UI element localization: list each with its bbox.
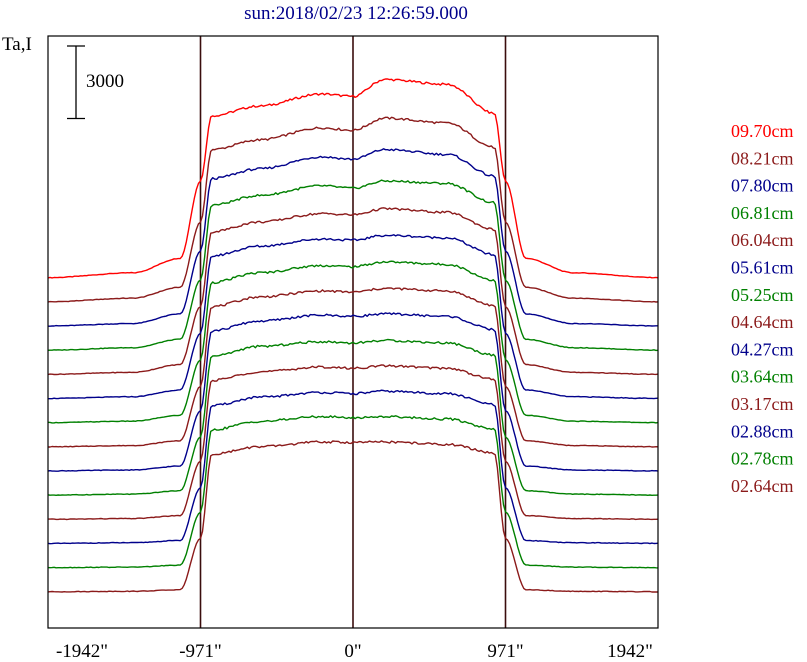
- legend: 09.70cm 08.21cm 07.80cm 06.81cm 06.04cm 05.61…: [731, 121, 794, 496]
- series-line-09.70cm: [47, 78, 659, 279]
- plot-frame: [47, 35, 659, 629]
- reference-lines: [199, 36, 507, 628]
- series-line-02.78cm: [47, 415, 659, 569]
- legend-entry: 08.21cm: [731, 148, 794, 168]
- legend-entry: 05.25cm: [731, 285, 794, 305]
- legend-entry: 07.80cm: [731, 176, 794, 196]
- series-lines: [47, 78, 659, 593]
- legend-entry: 06.81cm: [731, 203, 794, 223]
- series-line-05.61cm: [48, 234, 659, 400]
- legend-entry: 04.64cm: [731, 312, 794, 332]
- series-line-03.64cm: [47, 338, 659, 496]
- series-line-06.04cm: [47, 207, 659, 376]
- series-line-04.64cm: [48, 287, 659, 448]
- series-line-07.80cm: [48, 148, 658, 327]
- legend-entry: 03.64cm: [731, 367, 794, 387]
- legend-entry: 04.27cm: [731, 339, 794, 359]
- series-line-08.21cm: [47, 116, 659, 303]
- legend-entry: 03.17cm: [731, 394, 794, 414]
- legend-entry: 02.78cm: [731, 449, 794, 469]
- x-tick-label: -971": [179, 641, 222, 662]
- x-tick-label: 1942": [607, 641, 653, 662]
- legend-entry: 05.61cm: [731, 258, 794, 278]
- x-tick-labels: -1942" -971" 0" 971" 1942": [56, 641, 653, 662]
- x-tick-label: 0": [344, 641, 361, 662]
- legend-entry: 02.88cm: [731, 421, 794, 441]
- chart-title: sun:2018/02/23 12:26:59.000: [244, 3, 468, 24]
- series-line-05.25cm: [47, 260, 659, 424]
- series-line-04.27cm: [47, 312, 659, 472]
- scale-bar-label: 3000: [86, 71, 124, 92]
- series-line-03.17cm: [48, 364, 659, 521]
- legend-entry: 06.04cm: [731, 230, 794, 250]
- x-tick-label: 971": [487, 641, 523, 662]
- series-line-02.64cm: [47, 440, 658, 593]
- legend-entry: 09.70cm: [731, 121, 794, 141]
- intensity-scale-bar: [67, 45, 85, 120]
- series-line-02.88cm: [47, 389, 659, 545]
- legend-entry: 02.64cm: [731, 476, 794, 496]
- series-line-06.81cm: [47, 179, 659, 352]
- y-axis-label: Ta,I: [2, 34, 32, 55]
- x-tick-label: -1942": [56, 641, 108, 662]
